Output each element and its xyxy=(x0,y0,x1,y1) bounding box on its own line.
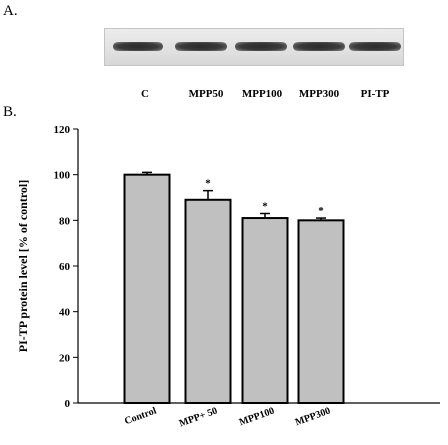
blot-band-mpp100 xyxy=(235,42,287,51)
lane-label-mpp50: MPP50 xyxy=(188,88,224,100)
x-tick-label: MPP+ 50 xyxy=(178,405,219,429)
significance-marker: * xyxy=(205,178,211,190)
blot-band-mpp300 xyxy=(293,42,345,51)
y-tick-label: 0 xyxy=(65,398,71,410)
lane-label-mpp300: MPP300 xyxy=(298,88,340,100)
bar-3 xyxy=(297,219,345,404)
lane-label-mpp100: MPP100 xyxy=(241,88,283,100)
significance-marker: * xyxy=(318,205,324,217)
panel-a-label: A. xyxy=(3,3,18,19)
blot-band-c xyxy=(113,42,163,51)
significance-marker: * xyxy=(262,200,268,212)
x-tick-label: MPP100 xyxy=(238,405,276,428)
western-blot-image xyxy=(104,28,404,66)
bar-2 xyxy=(241,217,289,404)
y-tick-label: 40 xyxy=(59,307,71,319)
x-tick-label: MPP300 xyxy=(294,405,332,428)
bar-0 xyxy=(123,173,171,404)
bar-1 xyxy=(184,198,232,404)
y-tick-label: 80 xyxy=(59,215,71,227)
panel-b-label: B. xyxy=(3,104,17,120)
y-tick-label: 60 xyxy=(59,261,71,273)
y-tick-label: 120 xyxy=(54,124,71,136)
x-tick-label: Control xyxy=(123,405,158,427)
blot-band-mpp50 xyxy=(175,42,227,51)
blot-band-pitp xyxy=(349,42,401,51)
y-tick-label: 100 xyxy=(54,170,71,182)
y-axis-title: PI-TP protein level [% of control] xyxy=(16,180,30,353)
lane-label-c: C xyxy=(141,88,149,100)
y-tick-label: 20 xyxy=(59,352,71,364)
lane-label-pitp: PI-TP xyxy=(360,88,390,100)
